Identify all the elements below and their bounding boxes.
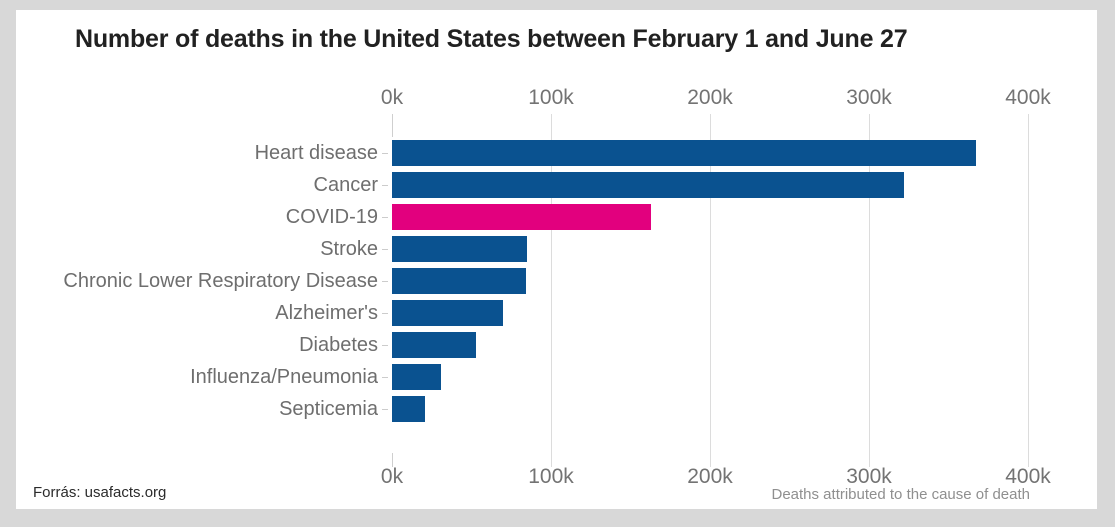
axis-note: Deaths attributed to the cause of death <box>771 486 1030 503</box>
category-label: Septicemia <box>279 398 378 420</box>
axis-tick-label: 100k <box>528 86 574 109</box>
gridline <box>869 114 870 467</box>
axis-tick-mark <box>392 114 393 137</box>
bar-influenza-pneumonia <box>392 364 442 390</box>
axis-tick-label: 200k <box>687 86 733 109</box>
category-tick-mark <box>382 377 388 378</box>
x-axis-top: 0k 100k 200k 300k 400k <box>381 86 1097 116</box>
chart-title: Number of deaths in the United States be… <box>75 25 908 53</box>
category-label: Alzheimer's <box>275 302 378 324</box>
category-tick-mark <box>382 249 388 250</box>
category-label: Diabetes <box>299 334 378 356</box>
bar-row: Influenza/Pneumonia <box>16 361 1097 393</box>
bar-cancer <box>392 172 904 198</box>
axis-tick-label: 200k <box>687 465 733 488</box>
bar-row: Cancer <box>16 169 1097 201</box>
category-tick-mark <box>382 217 388 218</box>
category-label: Stroke <box>320 238 378 260</box>
bar-row: Heart disease <box>16 137 1097 169</box>
gridline <box>710 114 711 467</box>
bar-rows: Heart disease Cancer COVID-19 Stroke Chronic… <box>16 137 1097 425</box>
category-tick-mark <box>382 185 388 186</box>
bar-covid-19 <box>392 204 652 230</box>
chart-card: Number of deaths in the United States be… <box>16 10 1097 509</box>
category-label: Cancer <box>313 174 378 196</box>
category-tick-mark <box>382 281 388 282</box>
bar-row: Septicemia <box>16 393 1097 425</box>
bar-stroke <box>392 236 528 262</box>
category-tick-mark <box>382 153 388 154</box>
category-label: Heart disease <box>254 142 378 164</box>
axis-tick-label: 300k <box>846 465 892 488</box>
axis-tick-label: 400k <box>1005 86 1051 109</box>
category-tick-mark <box>382 313 388 314</box>
bar-row: COVID-19 <box>16 201 1097 233</box>
x-axis-bottom: 0k 100k 200k 300k 400k <box>381 465 1097 495</box>
bar-row: Diabetes <box>16 329 1097 361</box>
axis-tick-label: 100k <box>528 465 574 488</box>
bar-row: Stroke <box>16 233 1097 265</box>
axis-tick-label: 0k <box>380 465 404 488</box>
gridline <box>1028 114 1029 467</box>
category-label: COVID-19 <box>285 206 378 228</box>
bar-heart-disease <box>392 140 976 166</box>
axis-tick-mark <box>392 453 393 467</box>
source-label: Forrás: usafacts.org <box>33 484 167 501</box>
category-label: Chronic Lower Respiratory Disease <box>63 270 378 292</box>
category-label: Influenza/Pneumonia <box>190 366 378 388</box>
category-tick-mark <box>382 409 388 410</box>
category-tick-mark <box>382 345 388 346</box>
axis-tick-label: 0k <box>380 86 404 109</box>
axis-tick-label: 300k <box>846 86 892 109</box>
axis-tick-label: 400k <box>1005 465 1051 488</box>
bar-chronic-lower-respiratory-disease <box>392 268 526 294</box>
bar-row: Chronic Lower Respiratory Disease <box>16 265 1097 297</box>
bar-row: Alzheimer's <box>16 297 1097 329</box>
bar-septicemia <box>392 396 426 422</box>
bar-alzheimer-s <box>392 300 504 326</box>
gridlines <box>392 114 1097 467</box>
bar-diabetes <box>392 332 477 358</box>
gridline <box>551 114 552 467</box>
